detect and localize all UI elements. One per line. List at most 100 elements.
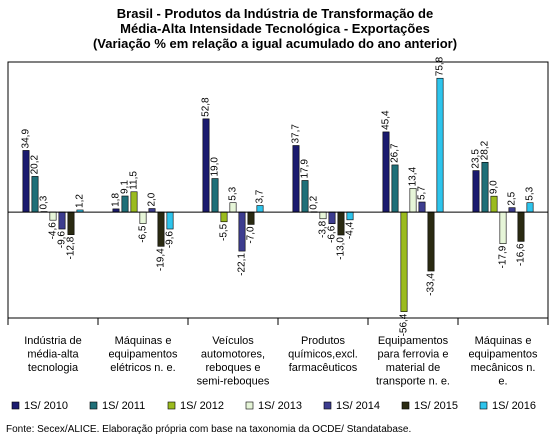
legend: 1S/ 2010 1S/ 2011 1S/ 2012 1S/ 2013 1S/ 2014… bbox=[11, 400, 536, 412]
bar bbox=[229, 202, 237, 213]
data-label: 0,3 bbox=[39, 195, 50, 209]
title-line: (Variação % em relação a igual acumulado… bbox=[93, 36, 457, 51]
data-label: 45,4 bbox=[381, 110, 392, 130]
data-label: -12,8 bbox=[66, 236, 77, 259]
chart-title: Brasil - Produtos da Indústria de Transf… bbox=[93, 6, 457, 51]
bar bbox=[211, 178, 219, 213]
data-label: 5,3 bbox=[228, 186, 239, 200]
data-label: 11,5 bbox=[129, 171, 140, 190]
bar bbox=[238, 211, 246, 252]
bar bbox=[490, 195, 498, 213]
data-label: 0,2 bbox=[309, 195, 320, 209]
bar bbox=[472, 170, 480, 213]
bar bbox=[148, 208, 156, 213]
data-label: -33,4 bbox=[426, 273, 437, 296]
category-label: Indústria de média-alta tecnologia bbox=[24, 335, 81, 374]
legend-swatch bbox=[245, 401, 254, 410]
bar bbox=[139, 211, 147, 224]
data-label: 5,7 bbox=[417, 186, 428, 200]
data-labels: 34,920,20,3-4,6-9,6-12,81,2 1,89,111,5-6,… bbox=[21, 56, 536, 336]
data-label: 19,0 bbox=[210, 157, 221, 177]
legend-swatch bbox=[11, 401, 20, 410]
data-label: 28,2 bbox=[480, 140, 491, 160]
bar bbox=[409, 188, 417, 213]
bar bbox=[202, 118, 210, 213]
legend-swatch bbox=[479, 401, 488, 410]
bar bbox=[517, 211, 525, 242]
bar bbox=[22, 150, 30, 213]
legend-label: 1S/ 2014 bbox=[336, 400, 380, 412]
plot-area bbox=[7, 61, 549, 319]
bar bbox=[481, 161, 489, 213]
data-label: -19,4 bbox=[156, 248, 167, 271]
bar bbox=[418, 201, 426, 213]
data-label: 9,1 bbox=[120, 180, 131, 194]
data-label: -4,6 bbox=[48, 222, 59, 240]
data-label: -9,6 bbox=[165, 231, 176, 249]
bar bbox=[130, 191, 138, 213]
legend-swatch bbox=[167, 401, 176, 410]
data-label: 75,8 bbox=[435, 56, 446, 76]
data-label: 20,2 bbox=[30, 155, 41, 175]
data-label: 9,0 bbox=[489, 180, 500, 194]
data-label: -7,0 bbox=[246, 226, 257, 244]
bar bbox=[58, 211, 66, 230]
data-label: -6,5 bbox=[138, 225, 149, 243]
title-line: Brasil - Produtos da Indústria de Transf… bbox=[117, 6, 433, 21]
category-label: Equipamentos para ferrovia e material de tr… bbox=[376, 335, 450, 388]
bar bbox=[247, 211, 255, 225]
legend-label: 1S/ 2016 bbox=[492, 400, 536, 412]
data-label: 3,7 bbox=[255, 189, 266, 203]
legend-label: 1S/ 2011 bbox=[102, 400, 145, 412]
bar bbox=[121, 195, 129, 213]
bar bbox=[319, 211, 327, 220]
bar bbox=[31, 176, 39, 213]
category-label: Máquinas e equipamentos mecânicos n. e. bbox=[468, 335, 538, 388]
legend-swatch bbox=[401, 401, 410, 410]
title-line: Média-Alta Intensidade Tecnológica - Exp… bbox=[120, 21, 430, 36]
data-label: 17,9 bbox=[300, 159, 311, 179]
bars bbox=[22, 77, 534, 312]
bar bbox=[301, 180, 309, 213]
category-label: Veículos automotores, reboques e semi-reboq… bbox=[197, 335, 270, 388]
data-label: -17,9 bbox=[498, 245, 509, 268]
legend-swatch bbox=[323, 401, 332, 410]
category-label: Produtos químicos,excl. farmacêuticos bbox=[288, 335, 358, 374]
data-label: 2,0 bbox=[147, 192, 158, 206]
data-label: 13,4 bbox=[408, 167, 419, 187]
bar bbox=[328, 211, 336, 225]
bar bbox=[382, 131, 390, 213]
bar bbox=[499, 211, 507, 244]
data-label: -5,5 bbox=[219, 223, 230, 241]
data-label: -9,6 bbox=[57, 231, 68, 249]
data-label: 2,5 bbox=[507, 191, 518, 205]
data-label: -6,6 bbox=[327, 225, 338, 243]
bar bbox=[256, 205, 264, 213]
data-label: 26,7 bbox=[390, 143, 401, 163]
data-label: -56,4 bbox=[399, 313, 410, 336]
data-label: 37,7 bbox=[291, 124, 302, 144]
source-note: Fonte: Secex/ALICE. Elaboração própria c… bbox=[6, 424, 411, 435]
bar bbox=[436, 77, 444, 213]
data-label: 1,2 bbox=[75, 194, 86, 208]
bar bbox=[292, 145, 300, 213]
bar bbox=[526, 202, 534, 213]
category-labels: Indústria de média-alta tecnologia Máquinas… bbox=[24, 335, 538, 388]
category-label: Máquinas e equipamentos elétricos n. e. bbox=[108, 335, 178, 374]
data-label: 1,8 bbox=[111, 193, 122, 207]
legend-label: 1S/ 2010 bbox=[24, 400, 68, 412]
data-label: -3,8 bbox=[318, 220, 329, 238]
legend-label: 1S/ 2012 bbox=[180, 400, 224, 412]
bar bbox=[220, 211, 228, 223]
legend-label: 1S/ 2013 bbox=[258, 400, 302, 412]
bar bbox=[166, 211, 174, 230]
bar bbox=[337, 211, 345, 236]
data-label: -13,0 bbox=[336, 237, 347, 260]
bar bbox=[157, 211, 165, 247]
data-label: 23,5 bbox=[471, 149, 482, 169]
data-label: -4,4 bbox=[345, 221, 356, 239]
legend-swatch bbox=[89, 401, 98, 410]
bar bbox=[400, 211, 408, 312]
data-label: 5,3 bbox=[525, 186, 536, 200]
